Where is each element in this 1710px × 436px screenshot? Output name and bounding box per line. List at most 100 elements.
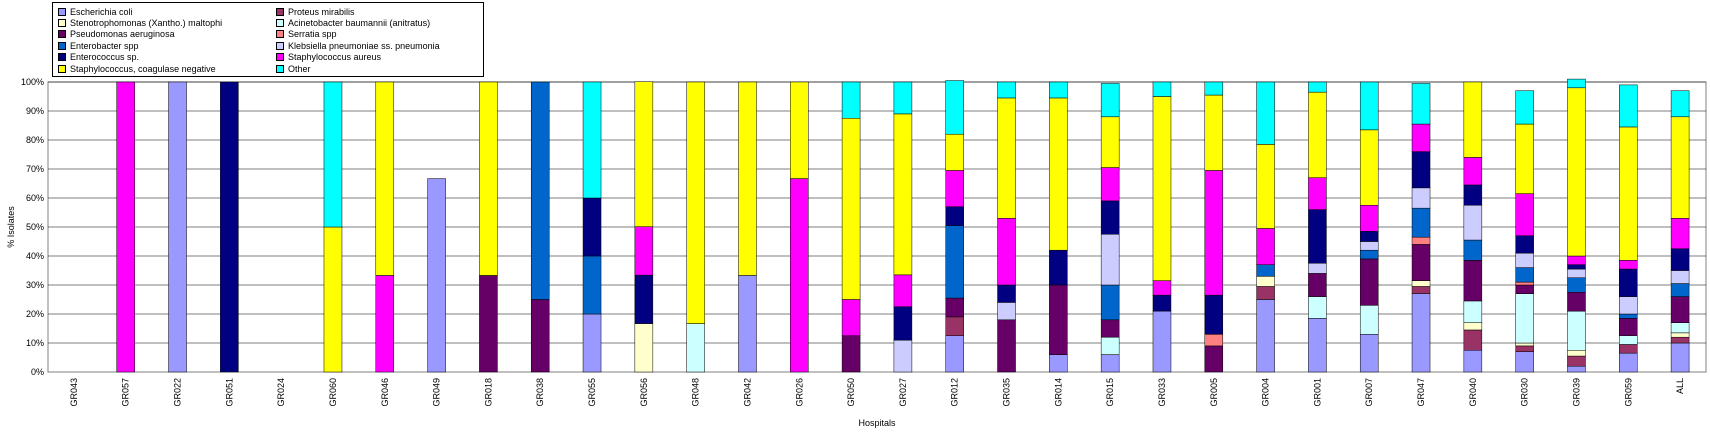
bar-segment-staphylococcus-coagulase-negative: [945, 133, 964, 171]
x-tick-label: GR001: [1312, 378, 1322, 407]
x-tick-label: GR007: [1364, 378, 1374, 407]
y-axis-tick-labels: 0% 10% 20% 30% 40% 50% 60% 70% 80% 90% 100%: [21, 77, 44, 377]
bar-segment-pseudomonas-aeruginosa: [1567, 292, 1586, 312]
bar-segment-enterococcus-sp: [582, 197, 602, 257]
bar-segment-other: [1100, 83, 1120, 118]
bar-segment-pseudomonas-aeruginosa: [1204, 345, 1224, 373]
legend-label: Serratia spp: [288, 29, 337, 40]
bar-segment-enterobacter-spp: [582, 255, 602, 315]
bar-segment-staphylococcus-coagulase-negative: [1463, 81, 1483, 158]
y-tick-label: 30%: [26, 280, 44, 290]
bars: [116, 78, 1690, 373]
bar-segment-serratia-spp: [1204, 334, 1224, 347]
bar-segment-proteus-mirabilis: [1567, 355, 1586, 367]
legend-item: Stenotrophomonas (Xantho.) maltophi: [58, 17, 276, 28]
bar-segment-staphylococcus-aureus: [1359, 205, 1379, 232]
legend-label: Other: [288, 63, 311, 74]
x-tick-label: GR004: [1261, 378, 1271, 407]
x-tick-label: GR051: [224, 378, 234, 407]
bar-segment-klebsiella-pneumoniae-ss-pneumonia: [1463, 205, 1483, 241]
bar-segment-enterococcus-sp: [893, 306, 913, 341]
bar-segment-other: [1049, 81, 1068, 99]
bar-segment-staphylococcus-coagulase-negative: [479, 81, 498, 276]
x-tick-label: GR048: [691, 378, 701, 407]
x-axis-tick-labels: GR043 GR057 GR022 GR051 GR024 GR060 GR046 GR049…: [69, 378, 1685, 407]
bar-segment-staphylococcus-aureus: [997, 218, 1016, 286]
bar-segment-pseudomonas-aeruginosa: [997, 319, 1016, 373]
legend-item: Acinetobacter baumannii (anitratus): [276, 17, 476, 28]
bar-segment-pseudomonas-aeruginosa: [1359, 258, 1379, 306]
bar-segment-staphylococcus-coagulase-negative: [1100, 116, 1120, 168]
bar-segment-other: [1411, 83, 1431, 125]
bar-segment-klebsiella-pneumoniae-ss-pneumonia: [1100, 234, 1120, 286]
bar-segment-enterococcus-sp: [997, 284, 1016, 303]
bar-segment-staphylococcus-aureus: [945, 170, 964, 207]
bar-segment-klebsiella-pneumoniae-ss-pneumonia: [1308, 263, 1327, 274]
bar-segment-other: [841, 81, 861, 119]
bar-segment-enterobacter-spp: [1411, 207, 1431, 238]
bar-segment-enterococcus-sp: [1308, 209, 1327, 264]
bar-segment-klebsiella-pneumoniae-ss-pneumonia: [997, 302, 1016, 321]
bar-segment-staphylococcus-coagulase-negative: [1567, 87, 1586, 257]
bar-segment-escherichia-coli: [945, 335, 964, 373]
legend-item: Staphylococcus, coagulase negative: [58, 63, 276, 74]
bar-segment-enterococcus-sp: [1049, 249, 1068, 286]
bar-segment-escherichia-coli: [1308, 318, 1327, 373]
bar-segment-other: [1619, 84, 1638, 128]
legend: Escherichia coli Proteus mirabilis Stenotr…: [52, 2, 484, 77]
bar-segment-escherichia-coli: [1152, 310, 1172, 373]
bar-segment-stenotrophomonas-xantho-maltophi: [634, 323, 654, 373]
bar-segment-stenotrophomonas-xantho-maltophi: [1567, 350, 1586, 357]
bar-segment-klebsiella-pneumoniae-ss-pneumonia: [893, 339, 913, 373]
bar-segment-pseudomonas-aeruginosa: [841, 335, 861, 373]
bar-segment-escherichia-coli: [1670, 342, 1690, 373]
bar-segment-other: [945, 80, 964, 135]
x-tick-label: GR012: [950, 378, 960, 407]
legend-label: Staphylococcus, coagulase negative: [70, 63, 216, 74]
bar-segment-staphylococcus-aureus: [1670, 218, 1690, 250]
legend-swatch: [276, 64, 284, 73]
bar-segment-escherichia-coli: [168, 81, 187, 373]
bar-segment-other: [323, 81, 343, 228]
legend-swatch: [276, 41, 284, 50]
y-tick-label: 50%: [26, 222, 44, 232]
bar-segment-stenotrophomonas-xantho-maltophi: [1670, 332, 1690, 338]
bar-segment-pseudomonas-aeruginosa: [530, 299, 550, 373]
bar-segment-enterococcus-sp: [1670, 248, 1690, 271]
bar-segment-staphylococcus-coagulase-negative: [1515, 123, 1534, 194]
bar-segment-staphylococcus-coagulase-negative: [686, 81, 705, 324]
bar-segment-staphylococcus-aureus: [1515, 193, 1534, 236]
bar-segment-staphylococcus-coagulase-negative: [1619, 126, 1638, 261]
bar-segment-other: [893, 81, 913, 115]
bar-segment-staphylococcus-aureus: [1152, 280, 1172, 296]
x-tick-label: ALL: [1675, 378, 1685, 394]
bar-segment-staphylococcus-aureus: [1308, 177, 1327, 210]
x-tick-label: GR040: [1468, 378, 1478, 407]
legend-swatch: [58, 53, 66, 62]
bar-segment-klebsiella-pneumoniae-ss-pneumonia: [1567, 268, 1586, 278]
bar-segment-acinetobacter-baumannii-anitratus: [1308, 296, 1327, 319]
bar-segment-enterobacter-spp: [1100, 284, 1120, 321]
bar-segment-pseudomonas-aeruginosa: [1670, 296, 1690, 323]
x-tick-label: GR033: [1157, 378, 1167, 407]
legend-label: Escherichia coli: [70, 6, 133, 17]
bar-segment-staphylococcus-coagulase-negative: [1256, 144, 1275, 229]
bar-segment-other: [1567, 78, 1586, 89]
bar-segment-acinetobacter-baumannii-anitratus: [1515, 293, 1534, 344]
bar-segment-proteus-mirabilis: [1256, 286, 1275, 300]
bar-segment-staphylococcus-coagulase-negative: [1049, 97, 1068, 251]
bar-segment-staphylococcus-coagulase-negative: [1204, 94, 1224, 171]
bar-segment-acinetobacter-baumannii-anitratus: [1463, 300, 1483, 323]
bar-segment-staphylococcus-coagulase-negative: [375, 81, 395, 276]
bar-segment-stenotrophomonas-xantho-maltophi: [1515, 342, 1534, 347]
bar-segment-staphylococcus-coagulase-negative: [893, 113, 913, 276]
legend-item: Enterobacter spp: [58, 40, 276, 51]
legend-item: Other: [276, 63, 476, 74]
bar-segment-enterococcus-sp: [1152, 294, 1172, 312]
x-tick-label: GR057: [121, 378, 131, 407]
bar-segment-pseudomonas-aeruginosa: [1100, 319, 1120, 338]
bar-segment-other: [1359, 81, 1379, 131]
legend-item: Escherichia coli: [58, 6, 276, 17]
bar-segment-staphylococcus-aureus: [634, 226, 654, 276]
y-axis-title: % Isolates: [6, 206, 16, 248]
